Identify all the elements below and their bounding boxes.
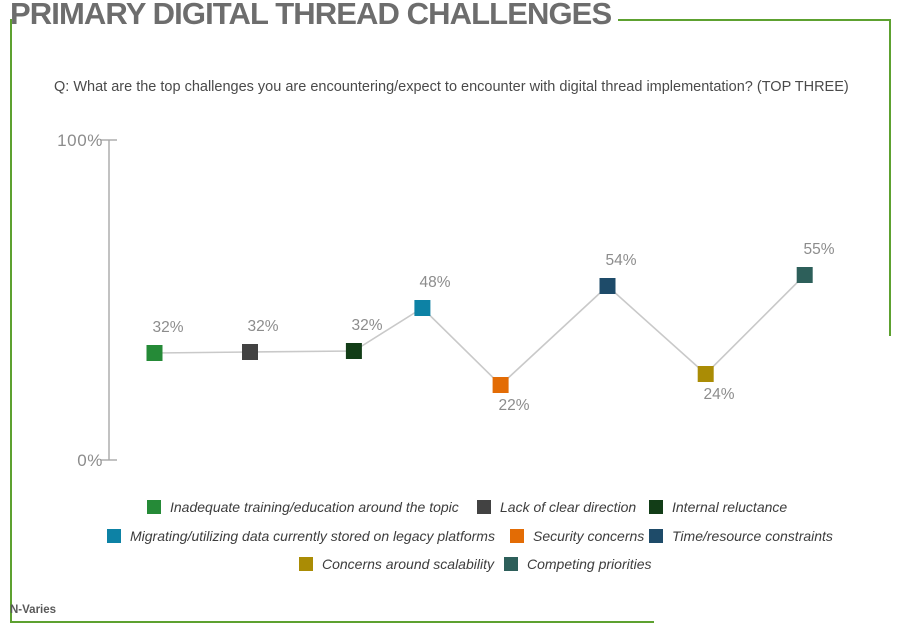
svg-text:32%: 32% bbox=[351, 317, 382, 334]
svg-text:22%: 22% bbox=[498, 397, 529, 414]
svg-text:0%: 0% bbox=[77, 451, 103, 470]
svg-text:55%: 55% bbox=[803, 241, 834, 258]
svg-text:24%: 24% bbox=[703, 386, 734, 403]
svg-text:54%: 54% bbox=[605, 252, 636, 269]
svg-text:32%: 32% bbox=[247, 318, 278, 335]
svg-text:100%: 100% bbox=[57, 131, 103, 150]
svg-text:48%: 48% bbox=[419, 274, 450, 291]
svg-text:32%: 32% bbox=[152, 319, 183, 336]
